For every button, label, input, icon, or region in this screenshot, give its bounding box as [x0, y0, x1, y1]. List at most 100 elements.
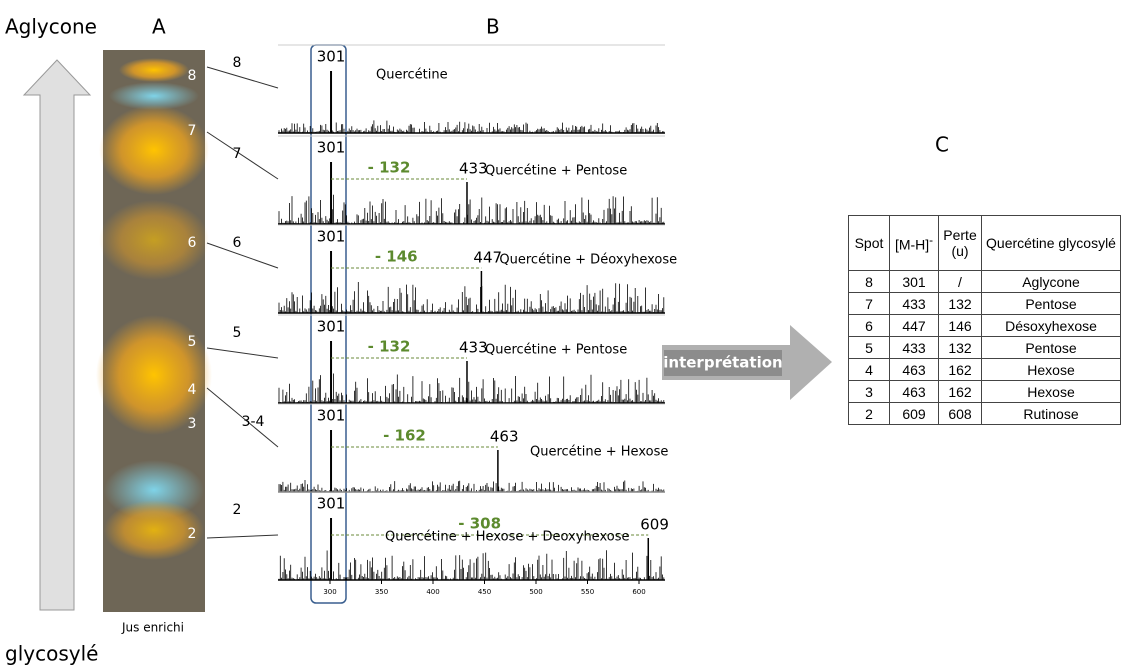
arrow-label: interprétation [663, 354, 782, 372]
table-cell: 2 [848, 402, 890, 425]
spot-label: 2 [233, 502, 242, 518]
table-cell: 162 [938, 358, 982, 381]
spot-connector [206, 66, 279, 89]
table-cell: 609 [889, 402, 939, 425]
aglycone-label: Aglycone [5, 15, 97, 39]
mz-tick-label: 500 [529, 588, 542, 596]
header-superscript: - [929, 233, 934, 247]
compound-name: Quercétine + Pentose [485, 343, 627, 358]
table-row: 3 463 162 Hexose [848, 380, 1121, 403]
compound-name: Quercétine + Hexose + Deoxyhexose [385, 530, 629, 545]
loss-label: - 308 [458, 515, 501, 533]
glycosylated-label: glycosylé [5, 642, 98, 666]
mz-tick-label: 400 [426, 588, 439, 596]
table-row: 4 463 162 Hexose [848, 358, 1121, 381]
tlc-spot-label: 4 [188, 382, 197, 398]
base-peak-label: 301 [317, 318, 346, 336]
tlc-spot-label: 8 [188, 68, 197, 84]
noise [278, 282, 665, 313]
panel-label: A [152, 15, 166, 39]
header-text: [M-H] [894, 236, 930, 253]
base-peak-label: 301 [317, 495, 346, 513]
spot-connector [206, 131, 279, 180]
spot-label: 5 [233, 325, 242, 341]
table-cell: Hexose [981, 380, 1121, 403]
product-peak-label: 447 [473, 249, 502, 267]
gradient-arrow [22, 59, 92, 611]
spot-label: 7 [233, 146, 242, 162]
table-cell: Pentose [981, 292, 1121, 315]
noise [278, 373, 665, 403]
table-cell: 463 [889, 358, 939, 381]
spot-connector [206, 387, 279, 448]
header-cell: [M-H]- [889, 215, 939, 271]
base-peak-label: 301 [317, 407, 346, 425]
noise [278, 194, 665, 224]
tlc-spot-label: 3 [188, 416, 197, 432]
table-cell: 433 [889, 336, 939, 359]
product-peak-label: 609 [640, 516, 669, 534]
results-table: Spot [M-H]- Perte (u) Quercétine glycosylé 8… [848, 215, 1121, 425]
table-cell: 7 [848, 292, 890, 315]
table-cell: 5 [848, 336, 890, 359]
header-cell: Spot [848, 215, 890, 271]
tlc-caption: Jus enrichi [121, 621, 184, 635]
tlc-spot-label: 7 [188, 123, 197, 139]
noise [278, 550, 665, 580]
noise [278, 480, 665, 492]
table-cell: 8 [848, 270, 890, 293]
tlc-spot-label: 6 [188, 235, 197, 251]
spot-label: 8 [233, 55, 242, 71]
loss-label: - 132 [368, 338, 411, 356]
tlc-plate [96, 50, 212, 612]
table-cell: / [938, 270, 982, 293]
table-cell: 301 [889, 270, 939, 293]
loss-label: - 146 [375, 248, 418, 266]
table-cell: Rutinose [981, 402, 1121, 425]
table-row: 8 301/Aglycone [848, 270, 1121, 293]
table-row: 5 433 132 Pentose [848, 336, 1121, 359]
panel-label: B [486, 15, 500, 39]
table-cell: 6 [848, 314, 890, 337]
compound-name: Quercétine + Pentose [485, 164, 627, 179]
product-peak-label: 433 [459, 160, 488, 178]
table-cell: 132 [938, 336, 982, 359]
table-cell: 132 [938, 292, 982, 315]
header-cell: Quercétine glycosylé [981, 215, 1121, 271]
table-row: 2 609 608 Rutinose [848, 402, 1121, 425]
table-cell: 146 [938, 314, 982, 337]
mz-tick-label: 550 [581, 588, 594, 596]
table-cell: Pentose [981, 336, 1121, 359]
loss-label: - 132 [368, 159, 411, 177]
spot-connector [206, 347, 279, 359]
panel-label: C [935, 133, 949, 157]
noise [278, 120, 665, 133]
table-cell: 162 [938, 380, 982, 403]
product-peak-label: 463 [490, 428, 519, 446]
base-peak-label: 301 [317, 228, 346, 246]
table-cell: 463 [889, 380, 939, 403]
table-cell: 433 [889, 292, 939, 315]
mz-tick-label: 600 [632, 588, 645, 596]
spot-label: 6 [233, 235, 242, 251]
table-row: 7 433 132 Pentose [848, 292, 1121, 315]
mz-tick-label: 350 [375, 588, 388, 596]
base-peak-label: 301 [317, 139, 346, 157]
spot-connector [206, 242, 279, 269]
table-cell: 3 [848, 380, 890, 403]
compound-name: Quercétine + Hexose [530, 445, 668, 460]
product-peak-label: 433 [459, 339, 488, 357]
tlc-spot-label: 5 [188, 334, 197, 350]
table-cell: Hexose [981, 358, 1121, 381]
spot-connector [206, 534, 279, 539]
table-cell: Aglycone [981, 270, 1121, 293]
table-cell: Désoxyhexose [981, 314, 1121, 337]
interpretation-arrow [662, 325, 832, 400]
mz-tick-label: 300 [323, 588, 336, 596]
table-cell: 4 [848, 358, 890, 381]
tlc-spot-label: 2 [188, 526, 197, 542]
compound-name: Quercétine [376, 68, 448, 83]
